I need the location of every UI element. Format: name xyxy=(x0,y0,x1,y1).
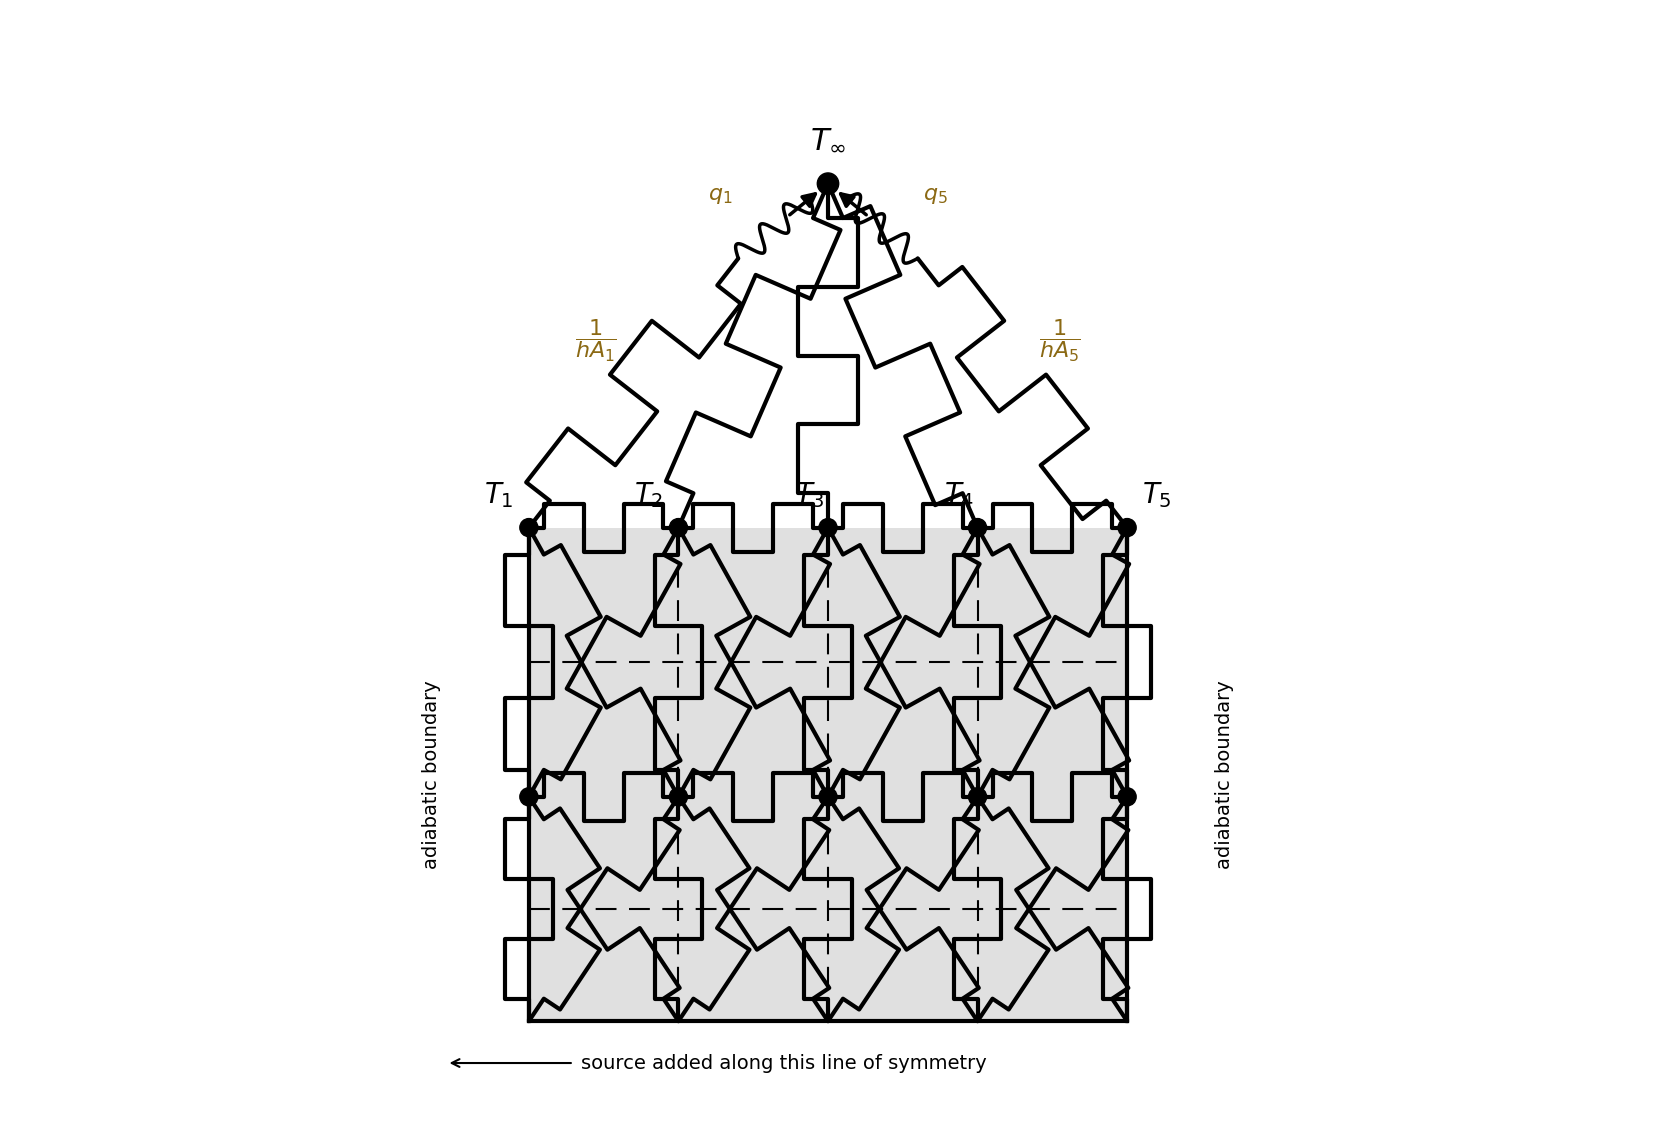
Text: $T_2$: $T_2$ xyxy=(634,480,662,510)
Circle shape xyxy=(1117,788,1135,806)
Text: $T_4$: $T_4$ xyxy=(943,480,975,510)
Bar xyxy=(528,528,1127,1022)
Text: $T_{\infty}$: $T_{\infty}$ xyxy=(809,124,846,154)
Text: adiabatic boundary: adiabatic boundary xyxy=(1215,680,1233,869)
Text: $T_3$: $T_3$ xyxy=(794,480,824,510)
Circle shape xyxy=(1117,519,1135,537)
Text: $T_5$: $T_5$ xyxy=(1142,480,1172,510)
Circle shape xyxy=(669,788,687,806)
Text: $T_1$: $T_1$ xyxy=(483,480,513,510)
Circle shape xyxy=(819,788,836,806)
Circle shape xyxy=(968,519,986,537)
Text: source added along this line of symmetry: source added along this line of symmetry xyxy=(581,1053,986,1072)
Circle shape xyxy=(819,519,836,537)
Text: $\dfrac{1}{hA_1}$: $\dfrac{1}{hA_1}$ xyxy=(574,318,617,364)
Text: adiabatic boundary: adiabatic boundary xyxy=(422,680,440,869)
Text: $\dfrac{1}{hA_5}$: $\dfrac{1}{hA_5}$ xyxy=(1038,318,1081,364)
Circle shape xyxy=(968,788,986,806)
Circle shape xyxy=(818,173,837,194)
Text: $q_5$: $q_5$ xyxy=(923,185,947,206)
Circle shape xyxy=(669,519,687,537)
Circle shape xyxy=(520,519,538,537)
Circle shape xyxy=(520,788,538,806)
Text: $q_1$: $q_1$ xyxy=(708,185,732,206)
